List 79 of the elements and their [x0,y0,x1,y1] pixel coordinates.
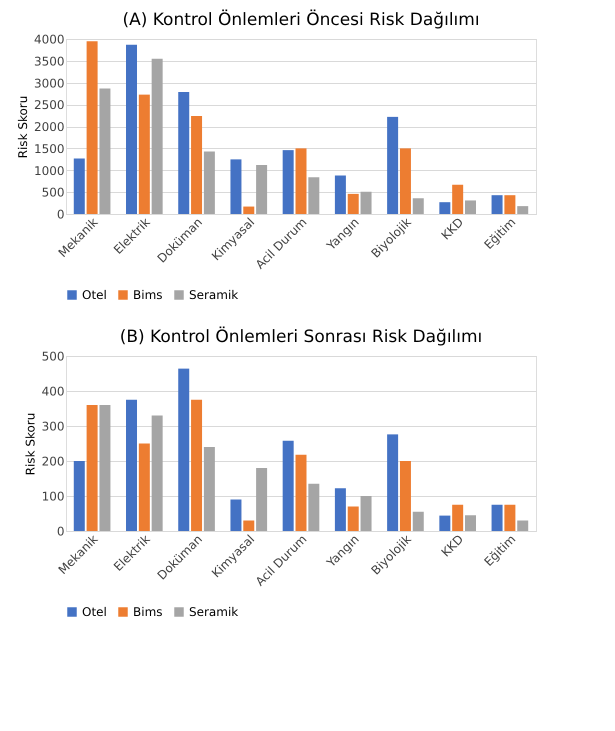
legend-label: Otel [82,605,107,619]
bar [126,44,138,214]
bar [412,512,424,531]
bar [334,488,346,531]
bar [243,206,254,214]
bar [99,405,110,531]
legend-label: Seramik [189,605,238,619]
bar [439,516,450,531]
bar [492,504,503,531]
bar [230,159,242,214]
y-tick-label: 2500 [34,98,64,112]
bar [439,202,450,214]
bar [230,500,242,531]
bar [387,116,398,214]
bar [256,165,268,214]
bar [191,116,202,214]
bar [334,176,346,214]
bar [387,434,398,531]
y-tick-label: 1000 [34,164,64,178]
bar [74,461,85,531]
bar [308,484,320,531]
bar [360,496,372,531]
bar [138,94,150,214]
bar [308,177,320,214]
bar [126,400,138,531]
chart-title: (A) Kontrol Önlemleri Öncesi Risk Dağılımı [122,9,480,30]
bar [452,184,464,214]
y-tick-label: 3500 [34,54,64,68]
y-tick-label: 500 [42,186,64,200]
bar [517,206,528,214]
bar [400,148,411,214]
y-axis-title: Risk Skoru [16,96,30,158]
bar [204,151,215,214]
legend-label: Otel [82,288,107,302]
y-tick-label: 2000 [34,120,64,134]
y-tick-label: 0 [56,524,64,538]
legend-label: Bims [133,288,163,302]
bar [504,504,516,531]
y-tick-label: 1500 [34,142,64,156]
bar [492,195,503,214]
y-tick-label: 100 [42,490,64,504]
bar [452,504,464,531]
bar [348,506,359,531]
y-tick-label: 200 [42,454,64,468]
bar [282,150,294,214]
legend-label: Bims [133,605,163,619]
bar [178,368,190,531]
y-tick-label: 400 [42,384,64,398]
bar [243,520,254,531]
bar [152,58,163,214]
bar [74,158,85,214]
bar [296,454,306,531]
bar [256,468,268,531]
bar [517,520,528,531]
bar [504,195,516,214]
bar [86,41,98,214]
bar [282,440,294,531]
bar [400,461,411,531]
bar [412,198,424,214]
y-axis-title: Risk Skoru [24,412,38,476]
bar [99,88,110,214]
bar [204,447,215,531]
bar [296,148,306,214]
bar [152,416,163,531]
y-tick-label: 0 [56,208,64,222]
bar [348,194,359,214]
bar [360,192,372,214]
bar [138,444,150,531]
y-tick-label: 4000 [34,32,64,46]
legend-label: Seramik [189,288,238,302]
bar [464,515,476,531]
y-tick-label: 300 [42,420,64,434]
bar [86,405,98,531]
bar [191,400,202,531]
y-tick-label: 500 [42,350,64,364]
bar [464,200,476,214]
bar [178,92,190,214]
y-tick-label: 3000 [34,76,64,90]
chart-title: (B) Kontrol Önlemleri Sonrası Risk Dağılımı [120,326,482,347]
